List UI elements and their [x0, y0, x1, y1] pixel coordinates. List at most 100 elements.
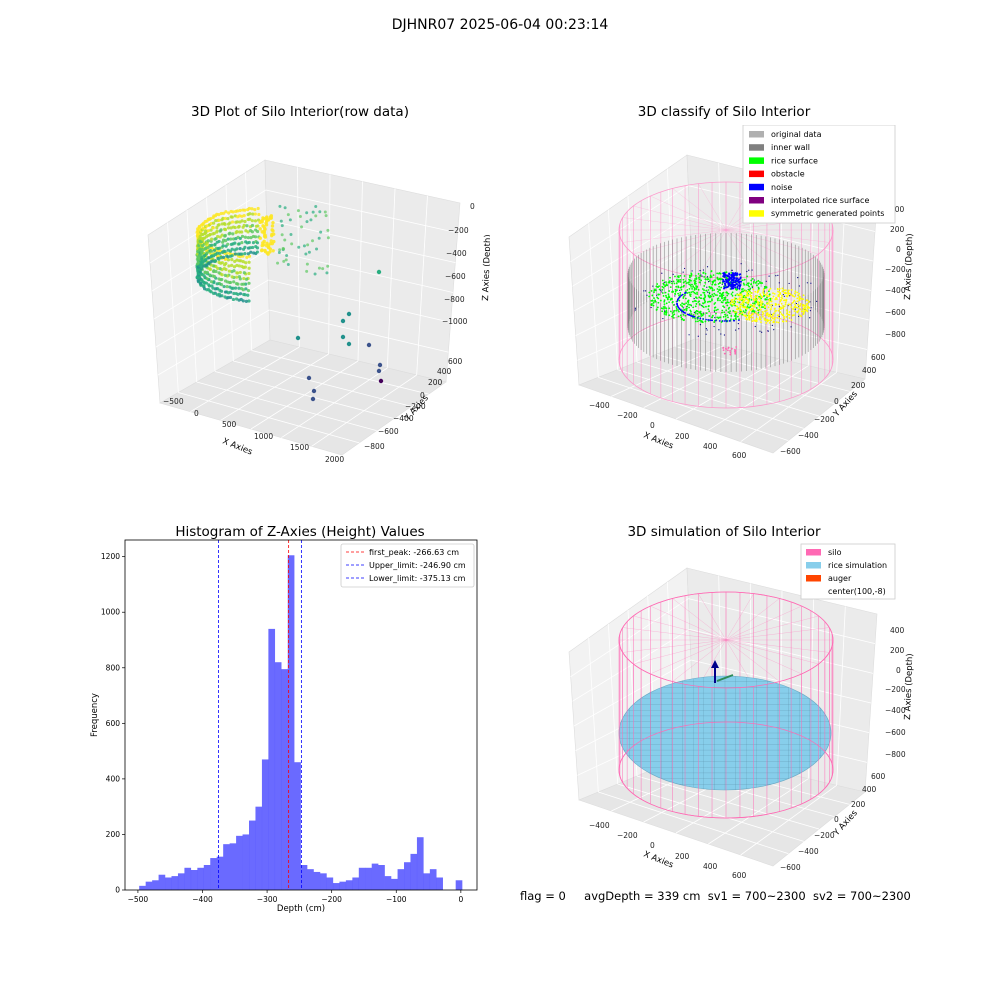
- interpolated-point: [722, 349, 725, 352]
- raw-point: [206, 245, 210, 250]
- classify-ztick: −800: [885, 330, 906, 339]
- noise-point: [709, 319, 712, 321]
- histogram-legend-label: first_peak: -266.63 cm: [369, 548, 459, 557]
- symmetric-point: [760, 302, 763, 305]
- rice-surface-point: [692, 285, 695, 288]
- rice-surface-point: [661, 285, 664, 288]
- raw-point: [253, 208, 257, 212]
- raw-point: [242, 271, 246, 275]
- rice-surface-point: [657, 301, 660, 304]
- rice-surface-point: [699, 310, 702, 313]
- symmetric-point: [729, 302, 732, 305]
- raw-xtick: 2000: [325, 455, 344, 464]
- noise-point: [723, 320, 726, 322]
- raw-point: [209, 249, 214, 253]
- classify-legend-swatch: [749, 197, 764, 204]
- rice-surface-point: [727, 301, 730, 304]
- simulation-ztick: 0: [896, 666, 901, 675]
- noise-point: [684, 294, 686, 297]
- raw-point: [226, 258, 231, 262]
- rice-surface-point: [747, 288, 750, 291]
- symmetric-point: [751, 320, 754, 323]
- symmetric-point: [747, 302, 749, 305]
- symmetric-point: [795, 306, 798, 309]
- raw-outlier-point: [377, 362, 383, 368]
- rice-surface-point: [690, 274, 693, 277]
- symmetric-point: [745, 318, 748, 320]
- noise-point: [746, 270, 748, 273]
- rice-surface-point: [665, 283, 668, 286]
- noise-point: [676, 303, 679, 306]
- raw-y-ticks: −800 −600 −400 −200 0 200 400 600: [364, 357, 463, 451]
- rice-surface-point: [705, 289, 708, 292]
- gridline: [570, 185, 689, 263]
- noise-point: [705, 333, 707, 335]
- rice-surface-point: [725, 309, 728, 312]
- rice-surface-point: [700, 297, 703, 300]
- rice-surface-point: [750, 279, 753, 282]
- noise-point: [682, 271, 684, 273]
- noise-point: [809, 310, 812, 312]
- noise-point: [783, 295, 785, 297]
- rice-surface-point: [648, 295, 651, 298]
- histogram-bar: [268, 628, 276, 890]
- rice-surface-point: [755, 280, 758, 283]
- rice-surface-point: [687, 303, 689, 306]
- rice-surface-point: [698, 278, 701, 281]
- symmetric-point: [764, 293, 767, 296]
- symmetric-point: [736, 307, 739, 310]
- rice-surface-point: [710, 270, 713, 272]
- noise-point: [727, 284, 730, 287]
- symmetric-point: [760, 308, 762, 311]
- raw-point: [217, 218, 221, 222]
- symmetric-point: [775, 297, 778, 299]
- symmetric-point: [749, 304, 752, 307]
- rice-surface-point: [678, 299, 681, 302]
- rice-surface-point: [687, 281, 690, 284]
- raw-point: [247, 266, 251, 270]
- gridline: [250, 360, 359, 430]
- raw-point: [243, 208, 247, 212]
- rice-surface-point: [719, 299, 721, 302]
- interpolated-point: [735, 346, 738, 348]
- symmetric-point: [773, 312, 775, 315]
- raw-point: [302, 244, 306, 248]
- rice-surface-point: [762, 295, 765, 297]
- rice-surface-point: [690, 285, 692, 288]
- classify-ytick: −600: [780, 447, 801, 456]
- rice-surface-point: [688, 306, 690, 309]
- raw-ytick: −800: [364, 442, 385, 451]
- noise-point: [789, 295, 791, 297]
- noise-point: [734, 279, 737, 282]
- raw-point: [241, 260, 245, 264]
- symmetric-point: [738, 307, 741, 310]
- noise-point: [759, 330, 761, 332]
- rice-surface-point: [708, 280, 711, 282]
- interpolated-point: [725, 348, 728, 351]
- rice-surface-point: [663, 300, 666, 303]
- raw-xtick: 1500: [290, 443, 309, 452]
- symmetric-point: [750, 313, 753, 316]
- raw-point: [304, 252, 308, 256]
- rice-surface-point: [757, 311, 760, 314]
- symmetric-point: [769, 287, 772, 290]
- raw-point: [271, 232, 276, 236]
- symmetric-point: [800, 310, 803, 313]
- raw-point: [232, 291, 236, 296]
- rice-surface-point: [752, 282, 755, 284]
- raw-point: [250, 230, 254, 234]
- rice-surface-point: [705, 312, 708, 314]
- classify-legend-swatch: [749, 210, 764, 217]
- rice-surface-point: [735, 316, 737, 318]
- histogram-x-tick-label: −100: [386, 895, 407, 904]
- raw-point: [224, 210, 228, 214]
- raw-point: [233, 286, 238, 290]
- noise-point: [722, 275, 725, 278]
- silo-spoke: [725, 605, 802, 641]
- raw-gridlines: [149, 167, 458, 447]
- rice-surface-point: [734, 314, 737, 317]
- classify-point-cloud: [627, 233, 825, 372]
- rice-surface-point: [677, 315, 680, 318]
- symmetric-point: [749, 291, 751, 294]
- rice-surface-point: [723, 306, 726, 309]
